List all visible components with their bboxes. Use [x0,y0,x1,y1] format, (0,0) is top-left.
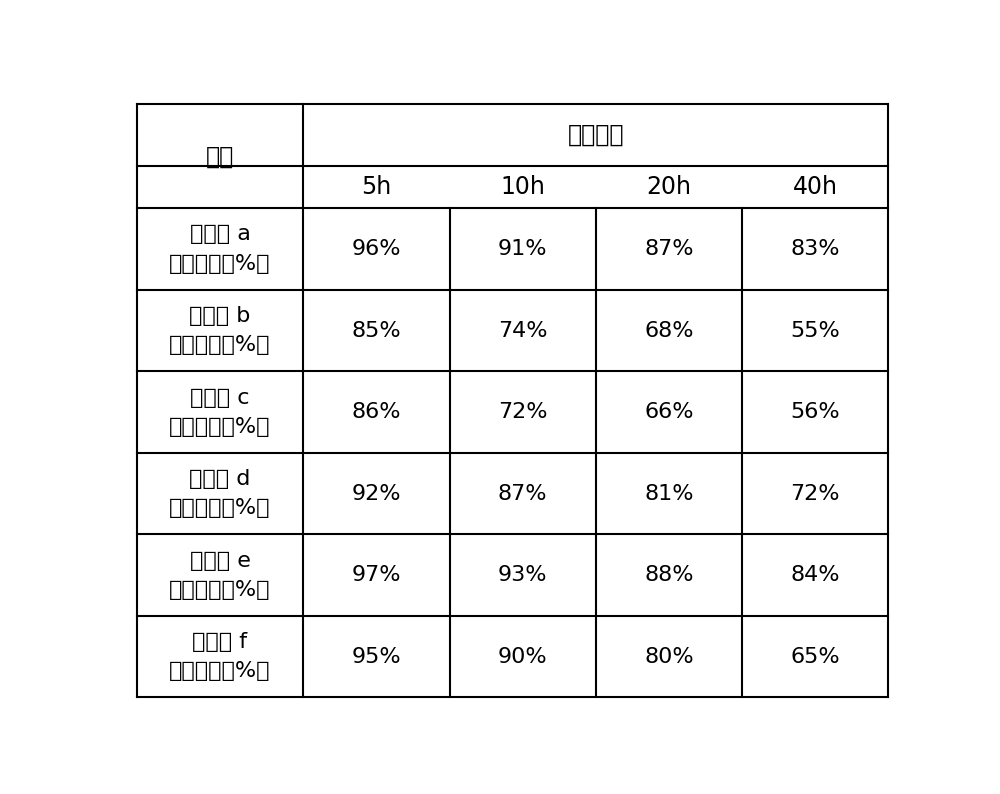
Text: 评价时间: 评价时间 [568,123,624,147]
Text: 85%: 85% [352,321,401,341]
Text: 样品: 样品 [206,145,234,168]
Text: 56%: 56% [790,403,840,422]
Text: 55%: 55% [790,321,840,341]
Text: 5h: 5h [361,175,392,199]
Text: 72%: 72% [498,403,547,422]
Text: 10h: 10h [500,175,545,199]
Text: 87%: 87% [644,239,694,259]
Text: 催化剂 d: 催化剂 d [189,469,251,489]
Text: 20h: 20h [646,175,691,199]
Text: 催化剂 c: 催化剂 c [190,387,250,407]
Text: 65%: 65% [790,647,840,667]
Text: 84%: 84% [790,565,840,585]
Text: 66%: 66% [644,403,694,422]
Text: 脱硕效率（%）: 脱硕效率（%） [169,499,271,518]
Text: 92%: 92% [352,484,401,503]
Text: 68%: 68% [644,321,694,341]
Text: 催化剂 b: 催化剂 b [189,306,251,326]
Text: 86%: 86% [352,403,401,422]
Text: 80%: 80% [644,647,694,667]
Text: 脱硕效率（%）: 脱硕效率（%） [169,417,271,437]
Text: 95%: 95% [352,647,401,667]
Text: 脱硕效率（%）: 脱硕效率（%） [169,335,271,356]
Text: 脱硕效率（%）: 脱硕效率（%） [169,580,271,600]
Text: 40h: 40h [793,175,838,199]
Text: 脱硕效率（%）: 脱硕效率（%） [169,661,271,681]
Text: 93%: 93% [498,565,547,585]
Text: 88%: 88% [644,565,694,585]
Text: 91%: 91% [498,239,547,259]
Text: 83%: 83% [790,239,840,259]
Text: 脱硕效率（%）: 脱硕效率（%） [169,254,271,274]
Text: 催化剂 f: 催化剂 f [192,632,248,652]
Text: 72%: 72% [790,484,840,503]
Text: 96%: 96% [352,239,401,259]
Text: 90%: 90% [498,647,547,667]
Text: 81%: 81% [644,484,694,503]
Text: 催化剂 a: 催化剂 a [190,225,250,245]
Text: 催化剂 e: 催化剂 e [190,550,250,571]
Text: 97%: 97% [352,565,401,585]
Text: 74%: 74% [498,321,547,341]
Text: 87%: 87% [498,484,547,503]
